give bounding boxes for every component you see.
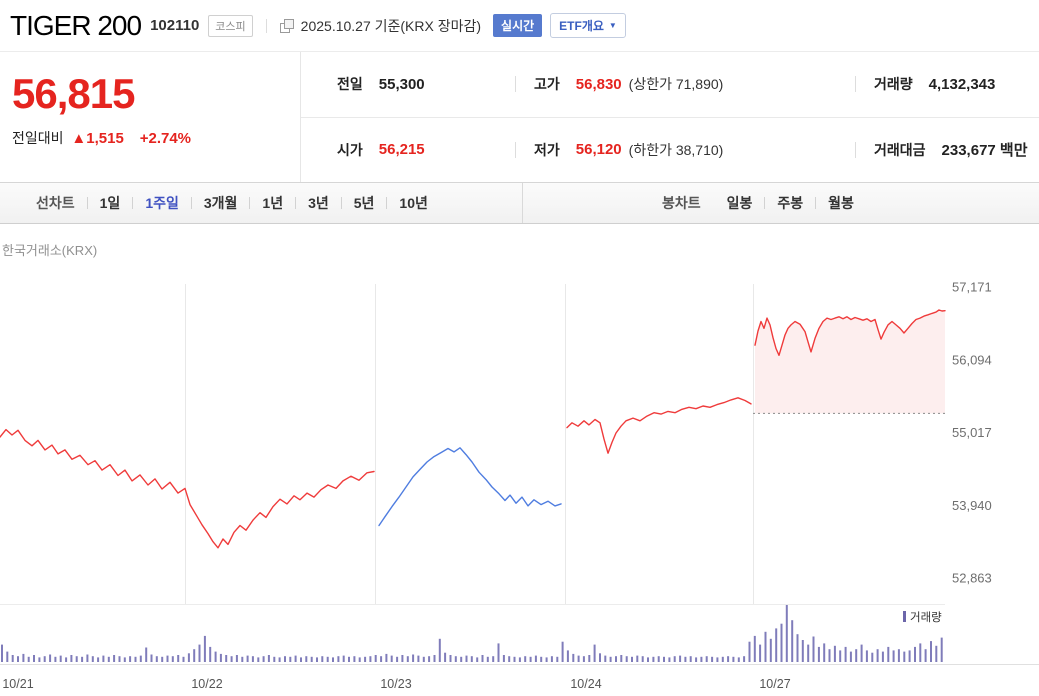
tab-10y[interactable]: 10년 [399,195,428,211]
tab-1w[interactable]: 1주일 [145,195,179,211]
svg-text:56,094: 56,094 [952,352,992,367]
svg-text:거래량: 거래량 [910,611,942,624]
refresh-icon[interactable] [279,18,294,33]
as-of-date: 2025.10.27 기준(KRX 장마감) [300,17,482,34]
divider [386,197,388,209]
summary-cell-high: 고가 56,830 (상한가 71,890) [497,74,837,94]
change-percent: +2.74% [139,130,192,148]
divider [190,197,192,209]
svg-text:57,171: 57,171 [952,280,992,295]
etf-overview-button[interactable]: ETF개요 ▼ [550,13,626,38]
tab-3m[interactable]: 3개월 [203,195,238,211]
tab-1y[interactable]: 1년 [262,195,284,211]
divider [815,197,817,209]
chart-area: 57,171 56,094 55,017 53,940 52,863 10/21 10/22… [0,224,1039,696]
summary-row: 전일 55,300 고가 56,830 (상한가 71,890) 거래량 4,132,343 [301,52,1039,117]
stock-name: TIGER 200 [10,9,142,41]
summary-cell-value: 거래대금 233,677 백만 [837,139,1039,160]
market-badge: 코스피 [208,14,253,37]
summary-label: 시가 [337,141,363,158]
candle-chart-group-label: 봉차트 [662,195,701,211]
svg-text:10/22: 10/22 [191,677,222,691]
price-detail-table: 전일 55,300 고가 56,830 (상한가 71,890) 거래량 4,132,343… [301,52,1039,182]
stock-code: 102110 [150,17,200,34]
tab-daily[interactable]: 일봉 [726,195,753,211]
summary-value: 4,132,343 [928,75,996,93]
summary-label: 거래대금 [874,141,926,158]
divider [340,197,342,209]
tab-3y[interactable]: 3년 [308,195,329,211]
summary-cell-low: 저가 56,120 (하한가 38,710) [497,140,837,160]
summary-value: 56,830 [575,75,622,93]
etf-overview-label: ETF개요 [559,19,604,33]
tab-weekly[interactable]: 주봉 [777,195,804,211]
line-chart-group-label: 선차트 [36,195,75,211]
header: TIGER 200 102110 코스피 2025.10.27 기준(KRX 장… [0,0,1039,52]
svg-text:10/21: 10/21 [2,677,33,691]
summary-cell-volume: 거래량 4,132,343 [837,74,1039,94]
divider [249,197,251,209]
chevron-down-icon: ▼ [608,21,617,30]
realtime-badge[interactable]: 실시간 [493,14,543,37]
summary-limit: (하한가 38,710) [628,141,724,158]
tab-1d[interactable]: 1일 [99,195,121,211]
divider [764,197,766,209]
current-price: 56,815 [12,70,135,117]
price-volume-chart: 57,171 56,094 55,017 53,940 52,863 10/21 10/22… [0,243,1039,691]
tab-5y[interactable]: 5년 [353,195,375,211]
change-label: 전일대비 [12,130,64,147]
change-value: ▲1,515 [71,130,124,148]
summary-value: 55,300 [378,75,425,93]
current-price-panel: 56,815 전일대비 ▲1,515 +2.74% [0,52,301,182]
divider [522,183,523,223]
candle-chart-tabs: 봉차트 일봉 주봉 월봉 [662,183,854,223]
summary-cell-open: 시가 56,215 [337,140,497,160]
summary-label: 전일 [337,76,363,93]
chart-tabbar: 선차트 1일 1주일 3개월 1년 3년 5년 10년 봉차트 일봉 주봉 월봉 [0,182,1039,224]
summary-value: 233,677 백만 [941,142,1028,160]
summary-row: 시가 56,215 저가 56,120 (하한가 38,710) 거래대금 233,677 … [301,116,1039,183]
svg-text:10/24: 10/24 [570,677,601,691]
summary-label: 고가 [534,76,560,93]
divider [86,197,88,209]
svg-text:10/23: 10/23 [380,677,411,691]
line-chart-tabs: 선차트 1일 1주일 3개월 1년 3년 5년 10년 [36,193,428,213]
summary-label: 거래량 [874,76,913,93]
summary-limit: (상한가 71,890) [628,76,724,93]
summary-value: 56,120 [575,141,622,159]
svg-text:55,017: 55,017 [952,425,992,440]
svg-text:10/27: 10/27 [759,677,790,691]
svg-text:53,940: 53,940 [952,498,992,513]
summary-value: 56,215 [378,141,425,159]
svg-text:한국거래소(KRX): 한국거래소(KRX) [2,243,97,258]
divider [132,197,134,209]
price-change: 전일대비 ▲1,515 +2.74% [12,128,300,148]
divider [265,18,267,33]
summary-cell-prev-close: 전일 55,300 [337,74,497,94]
svg-text:52,863: 52,863 [952,571,992,586]
tab-monthly[interactable]: 월봉 [828,195,854,211]
divider [295,197,297,209]
summary-label: 저가 [534,141,560,158]
price-summary: 56,815 전일대비 ▲1,515 +2.74% 전일 55,300 고가 56,8… [0,52,1039,182]
